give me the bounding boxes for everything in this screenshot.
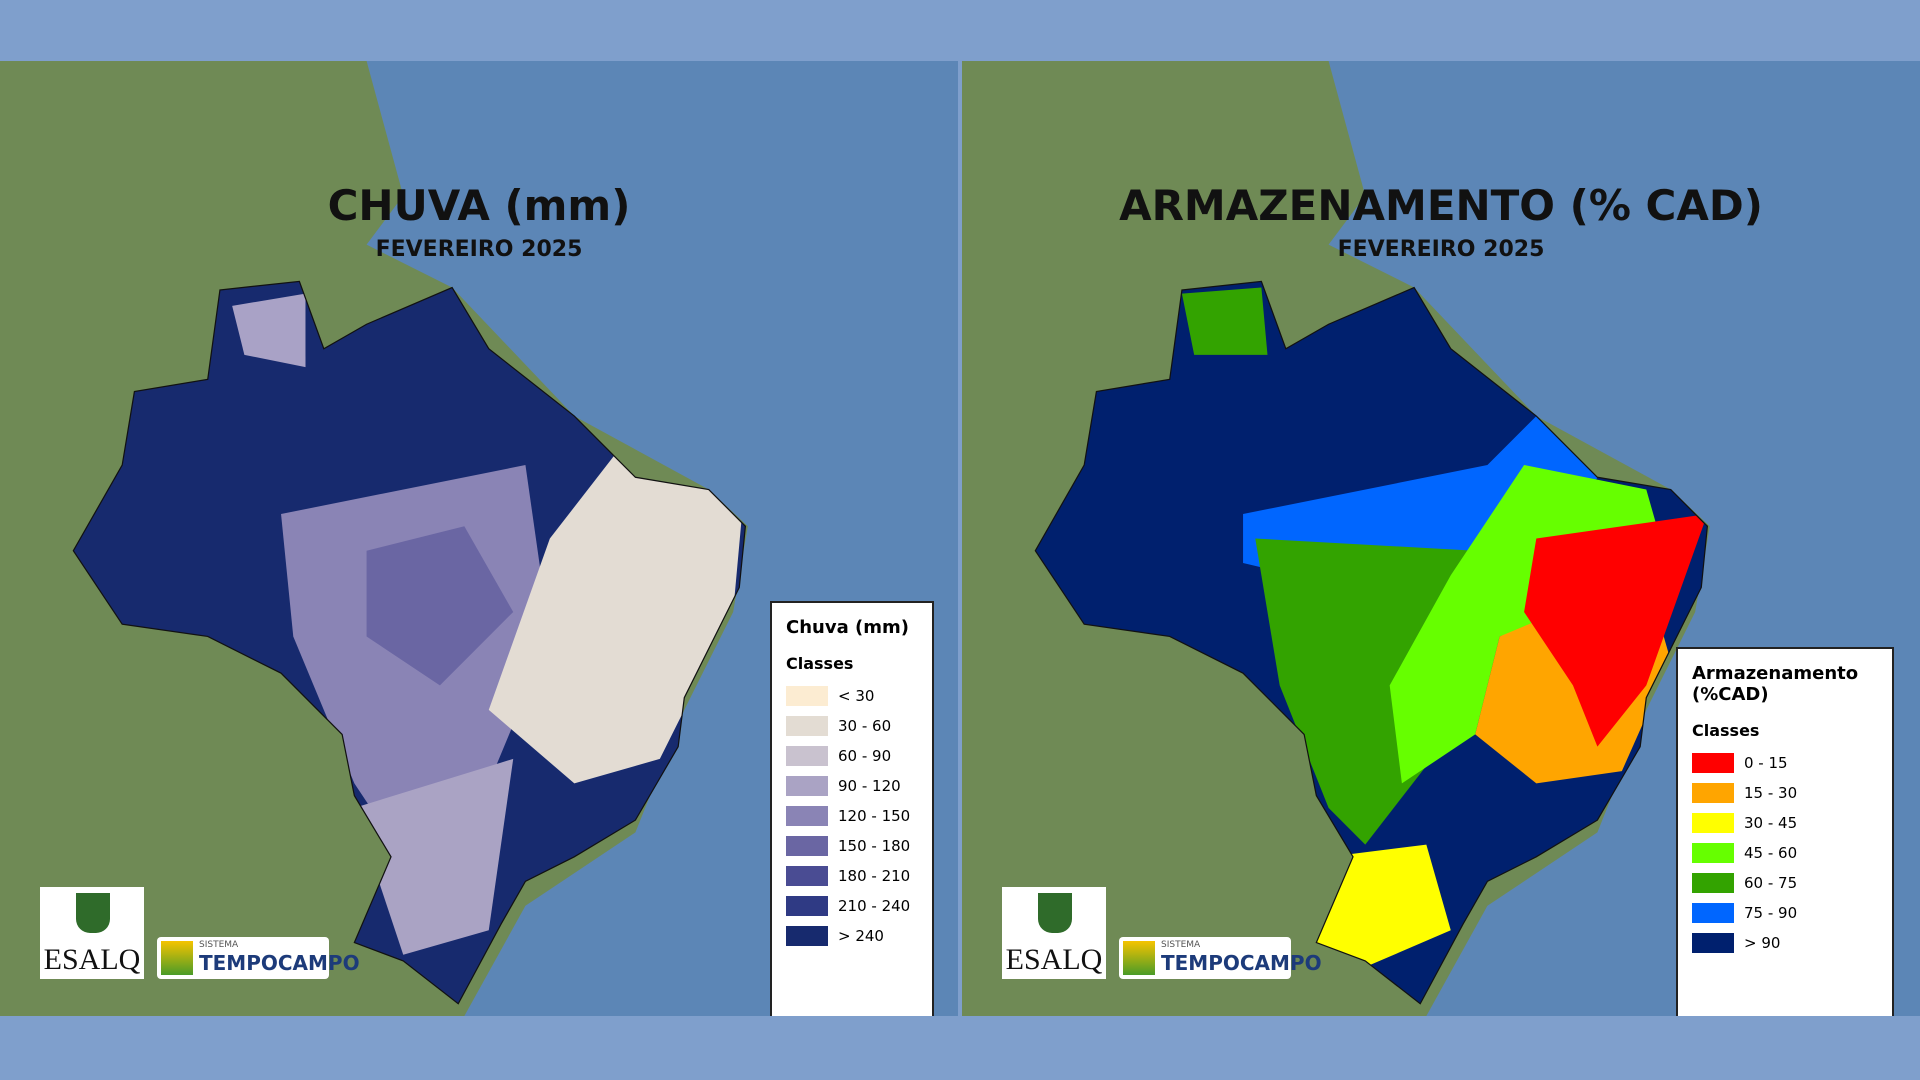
panel: CHUVA (mm) FEVEREIRO 2025 Chuva (mm) Classe…: [0, 61, 958, 1016]
border: [72, 280, 747, 1005]
swatch: [786, 806, 828, 826]
legend-label: 210 - 240: [838, 897, 911, 915]
tempocampo-text: TEMPOCAMPO: [199, 951, 360, 975]
brazil: [1035, 281, 1708, 1004]
title: CHUVA (mm): [327, 181, 631, 230]
swatch: [786, 926, 828, 946]
legend-item: < 30: [786, 681, 918, 711]
swatch: [786, 836, 828, 856]
legend-label: 150 - 180: [838, 837, 911, 855]
legend-item: 30 - 45: [1692, 808, 1878, 838]
map: [0, 61, 748, 1016]
esalq-logo: ESALQ: [40, 887, 144, 979]
panel: ARMAZENAMENTO (% CAD) FEVEREIRO 2025 Armaz…: [962, 61, 1920, 1016]
swatch: [786, 746, 828, 766]
legend-item: 75 - 90: [1692, 898, 1878, 928]
icon: [1123, 941, 1155, 975]
tempocampo-logo: SISTEMA TEMPOCAMPO: [157, 937, 360, 979]
subtitle: FEVEREIRO 2025: [1337, 237, 1545, 262]
legend-label: 90 - 120: [838, 777, 901, 795]
legend-item: 210 - 240: [786, 891, 918, 921]
legend-label: > 90: [1744, 934, 1781, 952]
legend-label: > 240: [838, 927, 884, 945]
swatch: [786, 896, 828, 916]
classes-label: Classes: [786, 654, 854, 673]
legend-item: 15 - 30: [1692, 778, 1878, 808]
swatch: [786, 776, 828, 796]
legend-label: 0 - 15: [1744, 754, 1788, 772]
tempocampo-logo: SISTEMA TEMPOCAMPO: [1119, 937, 1322, 979]
brazil: [73, 281, 746, 1004]
swatch: [786, 716, 828, 736]
shield: [1038, 893, 1072, 933]
region: [1524, 514, 1708, 747]
region: [232, 293, 306, 368]
legend-label: 60 - 90: [838, 747, 892, 765]
sistema-text: SISTEMA: [1161, 940, 1201, 950]
legend: Armazenamento (%CAD) Classes 0 - 15 15 - 30…: [1676, 647, 1894, 1016]
swatch: [1692, 903, 1734, 923]
legend: Chuva (mm) Classes < 30 30 - 60 60 - 90 90 - …: [770, 601, 934, 1016]
legend-label: 30 - 60: [838, 717, 892, 735]
legend-label: 120 - 150: [838, 807, 911, 825]
region: [1316, 844, 1451, 968]
icon: [161, 941, 193, 975]
legend-label: 45 - 60: [1744, 844, 1798, 862]
region: [1181, 287, 1268, 355]
swatch: [1692, 783, 1734, 803]
tempocampo-text: TEMPOCAMPO: [1161, 951, 1322, 975]
legend-item: 90 - 120: [786, 771, 918, 801]
legend-item: 60 - 90: [786, 741, 918, 771]
legend-label: < 30: [838, 687, 875, 705]
region: [354, 758, 514, 955]
shield: [76, 893, 110, 933]
legend-title: Armazenamento (%CAD): [1692, 663, 1859, 705]
legend-label: 75 - 90: [1744, 904, 1798, 922]
sistema-text: SISTEMA: [199, 940, 239, 950]
swatch: [1692, 753, 1734, 773]
legend-item: 180 - 210: [786, 861, 918, 891]
legend-label: 60 - 75: [1744, 874, 1798, 892]
legend-item: 60 - 75: [1692, 868, 1878, 898]
legend-item: 45 - 60: [1692, 838, 1878, 868]
swatch: [1692, 813, 1734, 833]
swatch: [1692, 873, 1734, 893]
legend-label: 180 - 210: [838, 867, 911, 885]
esalq-logo: ESALQ: [1002, 887, 1106, 979]
swatch: [786, 866, 828, 886]
legend-title: Chuva (mm): [786, 617, 909, 638]
map: [962, 61, 1710, 1016]
legend-item: 150 - 180: [786, 831, 918, 861]
legend-item: > 90: [1692, 928, 1878, 958]
esalq-text: ESALQ: [43, 943, 141, 976]
swatch: [1692, 933, 1734, 953]
esalq-text: ESALQ: [1005, 943, 1103, 976]
legend-item: > 240: [786, 921, 918, 951]
legend-item: 30 - 60: [786, 711, 918, 741]
legend-item: 120 - 150: [786, 801, 918, 831]
subtitle: FEVEREIRO 2025: [375, 237, 583, 262]
swatch: [786, 686, 828, 706]
border: [1034, 280, 1709, 1005]
region: [488, 428, 746, 784]
region: [366, 526, 514, 686]
legend-label: 30 - 45: [1744, 814, 1798, 832]
legend-label: 15 - 30: [1744, 784, 1798, 802]
classes-label: Classes: [1692, 721, 1760, 740]
swatch: [1692, 843, 1734, 863]
legend-item: 0 - 15: [1692, 748, 1878, 778]
title: ARMAZENAMENTO (% CAD): [1119, 181, 1763, 230]
